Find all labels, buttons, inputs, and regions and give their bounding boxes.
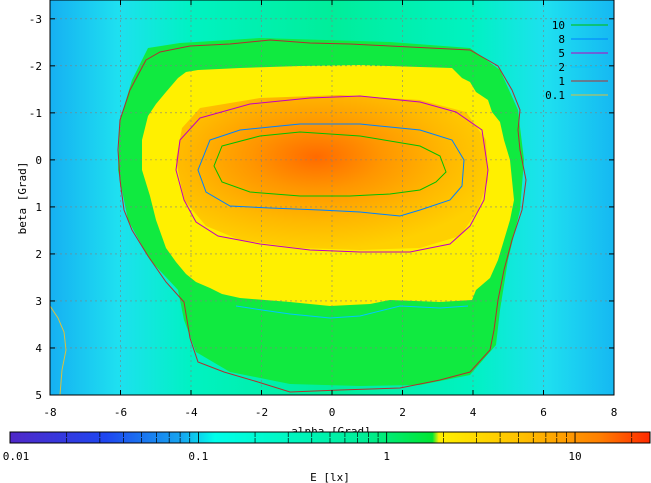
y-axis-label: beta [Grad] — [16, 162, 29, 235]
x-tick-label: -4 — [184, 406, 198, 419]
x-axis: -8 -6 -4 -2 0 2 4 6 8 — [43, 0, 617, 419]
legend-label: 2 — [558, 61, 565, 74]
colorbar: 0.01 0.1 1 10 E [lx] — [3, 431, 651, 483]
x-tick-label: -6 — [114, 406, 127, 419]
contour-2 — [235, 305, 469, 319]
colorbar-tick-label: 10 — [568, 450, 581, 463]
x-tick-label: 4 — [470, 406, 477, 419]
colorbar-label: E [lx] — [310, 471, 350, 483]
colorbar-tick-label: 0.1 — [188, 450, 208, 463]
contour-8 — [197, 123, 465, 217]
legend-label: 0.1 — [545, 89, 565, 102]
contour-lines — [50, 39, 527, 395]
y-tick-label: 4 — [35, 342, 42, 355]
contour-10 — [213, 131, 447, 197]
legend-label: 5 — [558, 47, 565, 60]
legend-label: 10 — [552, 19, 565, 32]
y-tick-label: -2 — [29, 60, 42, 73]
colorbar-tick-label: 0.01 — [3, 450, 30, 463]
legend-label: 8 — [558, 33, 565, 46]
contour-0.1 — [50, 305, 67, 395]
y-tick-label: 5 — [35, 389, 42, 402]
y-tick-label: 1 — [35, 201, 42, 214]
y-tick-label: 2 — [35, 248, 42, 261]
contour-5 — [175, 95, 489, 253]
heatmap-zone-orange — [176, 95, 488, 250]
x-tick-label: 2 — [399, 406, 406, 419]
x-tick-label: 8 — [611, 406, 618, 419]
colorbar-ticks: 0.01 0.1 1 10 — [3, 432, 633, 463]
x-tick-label: -8 — [43, 406, 56, 419]
x-tick-label: 6 — [540, 406, 547, 419]
y-tick-label: -3 — [29, 13, 42, 26]
colorbar-tick-label: 1 — [383, 450, 390, 463]
x-tick-label: 0 — [329, 406, 336, 419]
legend-label: 1 — [558, 75, 565, 88]
y-tick-label: 0 — [35, 154, 42, 167]
contour-1 — [117, 39, 527, 393]
x-tick-label: -2 — [255, 406, 268, 419]
y-tick-label: -1 — [29, 107, 42, 120]
y-tick-label: 3 — [35, 295, 42, 308]
